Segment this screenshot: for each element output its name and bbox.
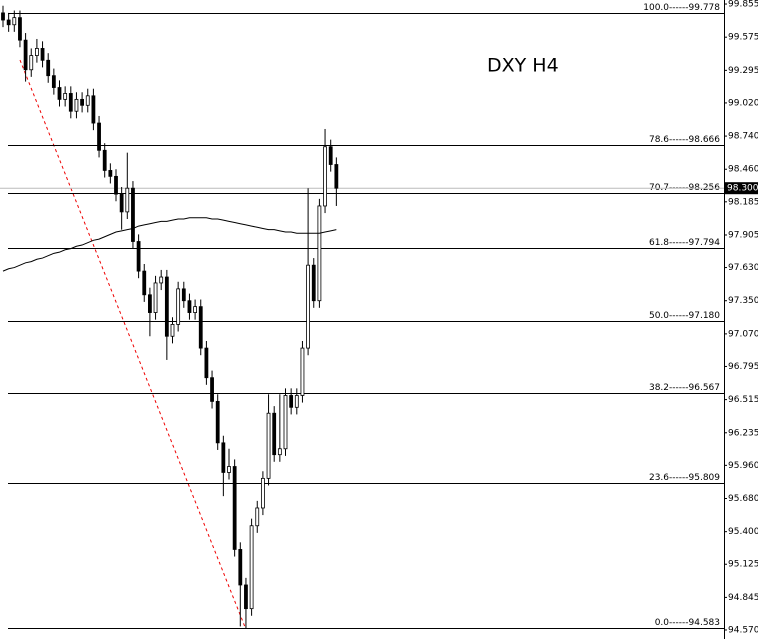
y-tick-label: 96.235 (728, 428, 758, 438)
y-tick-label: 97.630 (728, 263, 758, 273)
candle-body (311, 264, 316, 302)
y-tick-label: 96.515 (728, 395, 758, 405)
candle-body (170, 324, 175, 337)
candle-body (159, 276, 164, 284)
candle-body (125, 187, 130, 213)
last-price-box (725, 182, 758, 195)
candle-body (136, 241, 141, 272)
y-tick-label: 99.855 (728, 0, 758, 10)
candle-body (260, 477, 265, 509)
y-tick-label: 98.185 (728, 197, 758, 207)
candle-body (306, 264, 311, 349)
fib-label: 61.8------97.794 (649, 238, 720, 248)
candle-body (153, 282, 158, 313)
candle-body (1, 12, 5, 21)
y-tick-label: 99.575 (728, 33, 758, 43)
candle-body (266, 412, 271, 479)
candle-body (147, 294, 152, 313)
candle-body (142, 270, 147, 296)
y-tick-label: 98.460 (728, 165, 758, 175)
candle-body (294, 395, 299, 408)
candle-body (328, 146, 333, 165)
candle-body (40, 48, 45, 61)
y-tick-label: 94.570 (728, 625, 758, 635)
candle-body (210, 377, 214, 402)
fib-label: 100.0------99.778 (643, 3, 720, 13)
y-tick-label: 99.295 (728, 66, 758, 76)
candle-body (334, 164, 339, 189)
y-tick-label: 99.020 (728, 98, 758, 108)
y-tick-label: 95.960 (728, 461, 758, 471)
candle-body (232, 466, 237, 550)
candle-body (277, 448, 282, 456)
candle-body (108, 170, 113, 177)
candle-body (102, 149, 107, 171)
candle-body (80, 98, 84, 106)
candle-body (97, 122, 101, 151)
candle-body (164, 276, 169, 337)
last-price-label: 98.300 (727, 184, 758, 194)
candle-body (119, 193, 124, 213)
candle-body (255, 507, 260, 527)
fib-label: 38.2------96.567 (649, 383, 720, 393)
fib-label: 23.6------95.809 (649, 473, 720, 483)
candle-body (227, 466, 231, 473)
y-tick-label: 94.845 (728, 593, 758, 603)
y-tick-label: 98.740 (728, 132, 758, 142)
candle-body (215, 400, 220, 444)
y-tick-label: 95.680 (728, 494, 758, 504)
candle-body (68, 93, 73, 112)
y-tick-label: 97.905 (728, 230, 758, 240)
candle-body (323, 146, 327, 207)
fib-label: 78.6------98.666 (649, 135, 720, 145)
candle-body (35, 48, 39, 56)
candle-body (91, 95, 96, 124)
candle-body (244, 584, 248, 610)
candle-body (131, 187, 135, 242)
candle-body (249, 525, 254, 610)
candle-body (272, 412, 277, 456)
candle-body (29, 55, 34, 71)
candle-body (176, 288, 181, 325)
candle-body (181, 288, 186, 302)
candle-body (114, 175, 118, 195)
candle-body (317, 205, 322, 302)
candle-body (300, 347, 305, 396)
candle-body (204, 347, 209, 379)
candle-body (63, 93, 68, 100)
candle-body (74, 98, 79, 112)
candle-body (18, 17, 22, 41)
candle-body (221, 442, 226, 473)
y-tick-label: 97.350 (728, 296, 758, 306)
candle-body (283, 395, 288, 450)
candle-body (289, 395, 294, 408)
y-tick-label: 95.400 (728, 527, 758, 537)
candle-body (85, 95, 90, 106)
candle-body (238, 549, 243, 586)
candle-body (23, 39, 28, 71)
candle-body (12, 17, 17, 26)
candle-body (198, 306, 203, 349)
y-tick-label: 95.125 (728, 560, 758, 570)
y-tick-label: 97.070 (728, 329, 758, 339)
y-tick-label: 96.795 (728, 362, 758, 372)
candle-body (46, 59, 51, 77)
candle-body (187, 300, 192, 313)
candle-body (57, 87, 62, 100)
candle-body (193, 306, 198, 313)
moving-average (2, 217, 337, 272)
chart-title: DXY H4 (487, 55, 559, 77)
fib-label: 50.0------97.180 (649, 311, 720, 321)
candle-body (6, 19, 11, 26)
candle-body (51, 75, 56, 88)
fib-label: 0.0------94.583 (655, 618, 720, 628)
